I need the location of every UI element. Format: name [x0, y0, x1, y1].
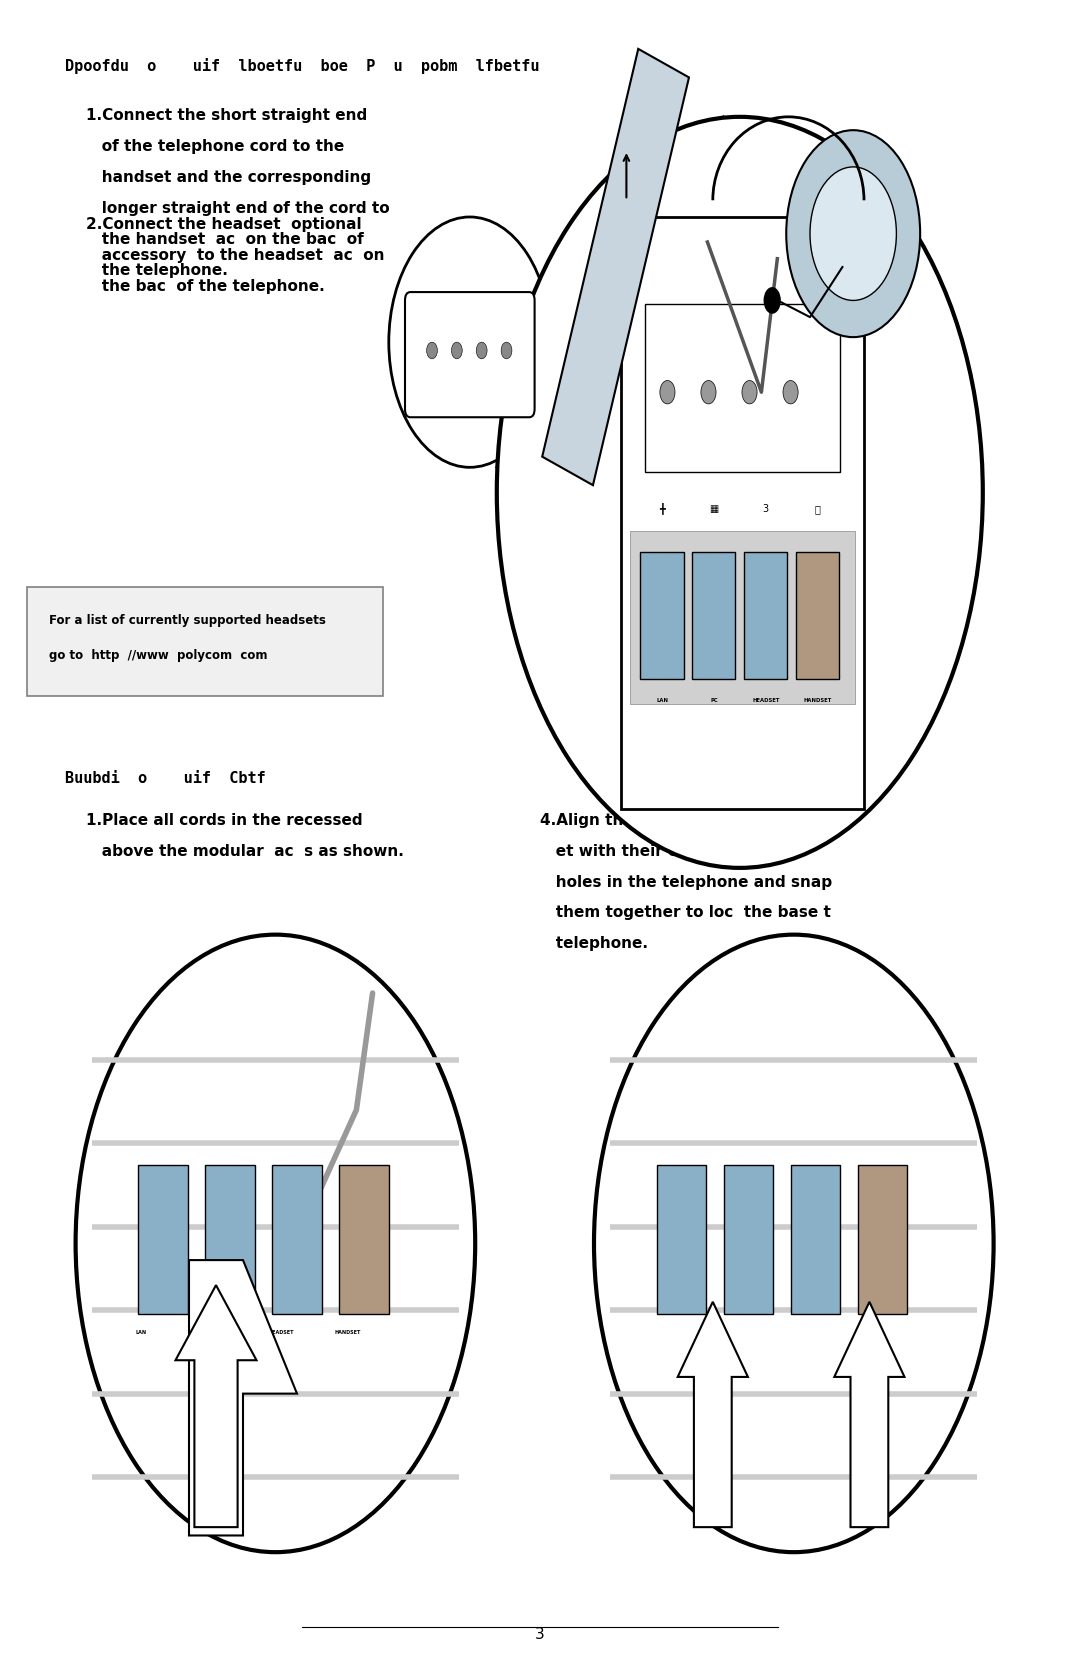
Text: longer straight end of the cord to: longer straight end of the cord to [86, 200, 390, 215]
Circle shape [497, 117, 983, 868]
Text: the bac  of the telephone.: the bac of the telephone. [86, 279, 325, 294]
Circle shape [389, 217, 551, 467]
Circle shape [701, 381, 716, 404]
Text: accessory  to the headset  ac  on: accessory to the headset ac on [86, 247, 384, 262]
Text: 1.Connect the short straight end: 1.Connect the short straight end [86, 108, 367, 124]
Circle shape [783, 381, 798, 404]
Text: HEADSET: HEADSET [752, 698, 780, 703]
FancyArrow shape [678, 1302, 747, 1527]
Text: et with their corresponding: et with their corresponding [540, 845, 792, 858]
Text: ▦: ▦ [710, 504, 718, 514]
FancyBboxPatch shape [657, 1165, 706, 1314]
Circle shape [501, 342, 512, 359]
FancyBboxPatch shape [791, 1165, 840, 1314]
Circle shape [786, 130, 920, 337]
FancyBboxPatch shape [744, 552, 787, 679]
Text: For a list of currently supported headsets: For a list of currently supported headse… [49, 614, 325, 628]
Text: ( ptional): ( ptional) [610, 204, 666, 217]
Text: the handset  ac  on the bac  of: the handset ac on the bac of [86, 232, 364, 247]
FancyBboxPatch shape [858, 1165, 907, 1314]
FancyBboxPatch shape [405, 292, 535, 417]
Text: 3: 3 [762, 504, 769, 514]
FancyArrow shape [834, 1302, 904, 1527]
FancyBboxPatch shape [640, 552, 684, 679]
Text: 4.Align the two protrusions on the: 4.Align the two protrusions on the [540, 813, 835, 828]
FancyBboxPatch shape [621, 217, 864, 809]
Circle shape [476, 342, 487, 359]
Text: 1.Place all cords in the recessed: 1.Place all cords in the recessed [86, 813, 363, 828]
Text: HANDSET: HANDSET [335, 1330, 361, 1335]
Text: them together to loc  the base t: them together to loc the base t [540, 906, 831, 920]
Polygon shape [189, 1260, 297, 1535]
Text: HEADSET: HEADSET [269, 1330, 295, 1335]
FancyBboxPatch shape [630, 531, 855, 704]
FancyBboxPatch shape [138, 1165, 188, 1314]
FancyBboxPatch shape [339, 1165, 389, 1314]
FancyBboxPatch shape [796, 552, 839, 679]
Polygon shape [542, 48, 689, 486]
FancyBboxPatch shape [724, 1165, 773, 1314]
Circle shape [742, 381, 757, 404]
Text: PC: PC [710, 698, 718, 703]
Text: above the modular  ac  s as shown.: above the modular ac s as shown. [86, 845, 404, 858]
Text: 2.Connect the headset  optional: 2.Connect the headset optional [86, 217, 362, 232]
FancyArrow shape [175, 1285, 257, 1527]
Text: go to  http  //www  polycom  com: go to http //www polycom com [49, 649, 267, 663]
Text: telephone.: telephone. [540, 936, 648, 951]
Text: ╋: ╋ [659, 502, 665, 514]
Circle shape [660, 381, 675, 404]
Circle shape [764, 287, 781, 314]
Text: holes in the telephone and snap: holes in the telephone and snap [540, 875, 832, 890]
FancyBboxPatch shape [27, 587, 383, 696]
FancyBboxPatch shape [645, 304, 840, 472]
Circle shape [594, 935, 994, 1552]
Text: handset and the corresponding: handset and the corresponding [86, 170, 372, 185]
Text: LAN: LAN [656, 698, 669, 703]
FancyBboxPatch shape [692, 552, 735, 679]
FancyBboxPatch shape [205, 1165, 255, 1314]
Circle shape [427, 342, 437, 359]
Text: 3: 3 [535, 1627, 545, 1642]
Text: of the telephone cord to the: of the telephone cord to the [86, 140, 345, 154]
Text: Dpoofdu  o    uif  lboetfu  boe  P  u  pobm  lfbetfu: Dpoofdu o uif lboetfu boe P u pobm lfbet… [65, 58, 539, 75]
FancyBboxPatch shape [272, 1165, 322, 1314]
Circle shape [451, 342, 462, 359]
Circle shape [810, 167, 896, 300]
Text: Buubdi  o    uif  Cbtf: Buubdi o uif Cbtf [65, 771, 266, 786]
Text: ⎽: ⎽ [814, 504, 821, 514]
Text: LAN: LAN [135, 1330, 146, 1335]
Text: HANDSET: HANDSET [804, 698, 832, 703]
Text: PC: PC [202, 1330, 210, 1335]
Text: the telephone.: the telephone. [86, 262, 228, 277]
Circle shape [76, 935, 475, 1552]
